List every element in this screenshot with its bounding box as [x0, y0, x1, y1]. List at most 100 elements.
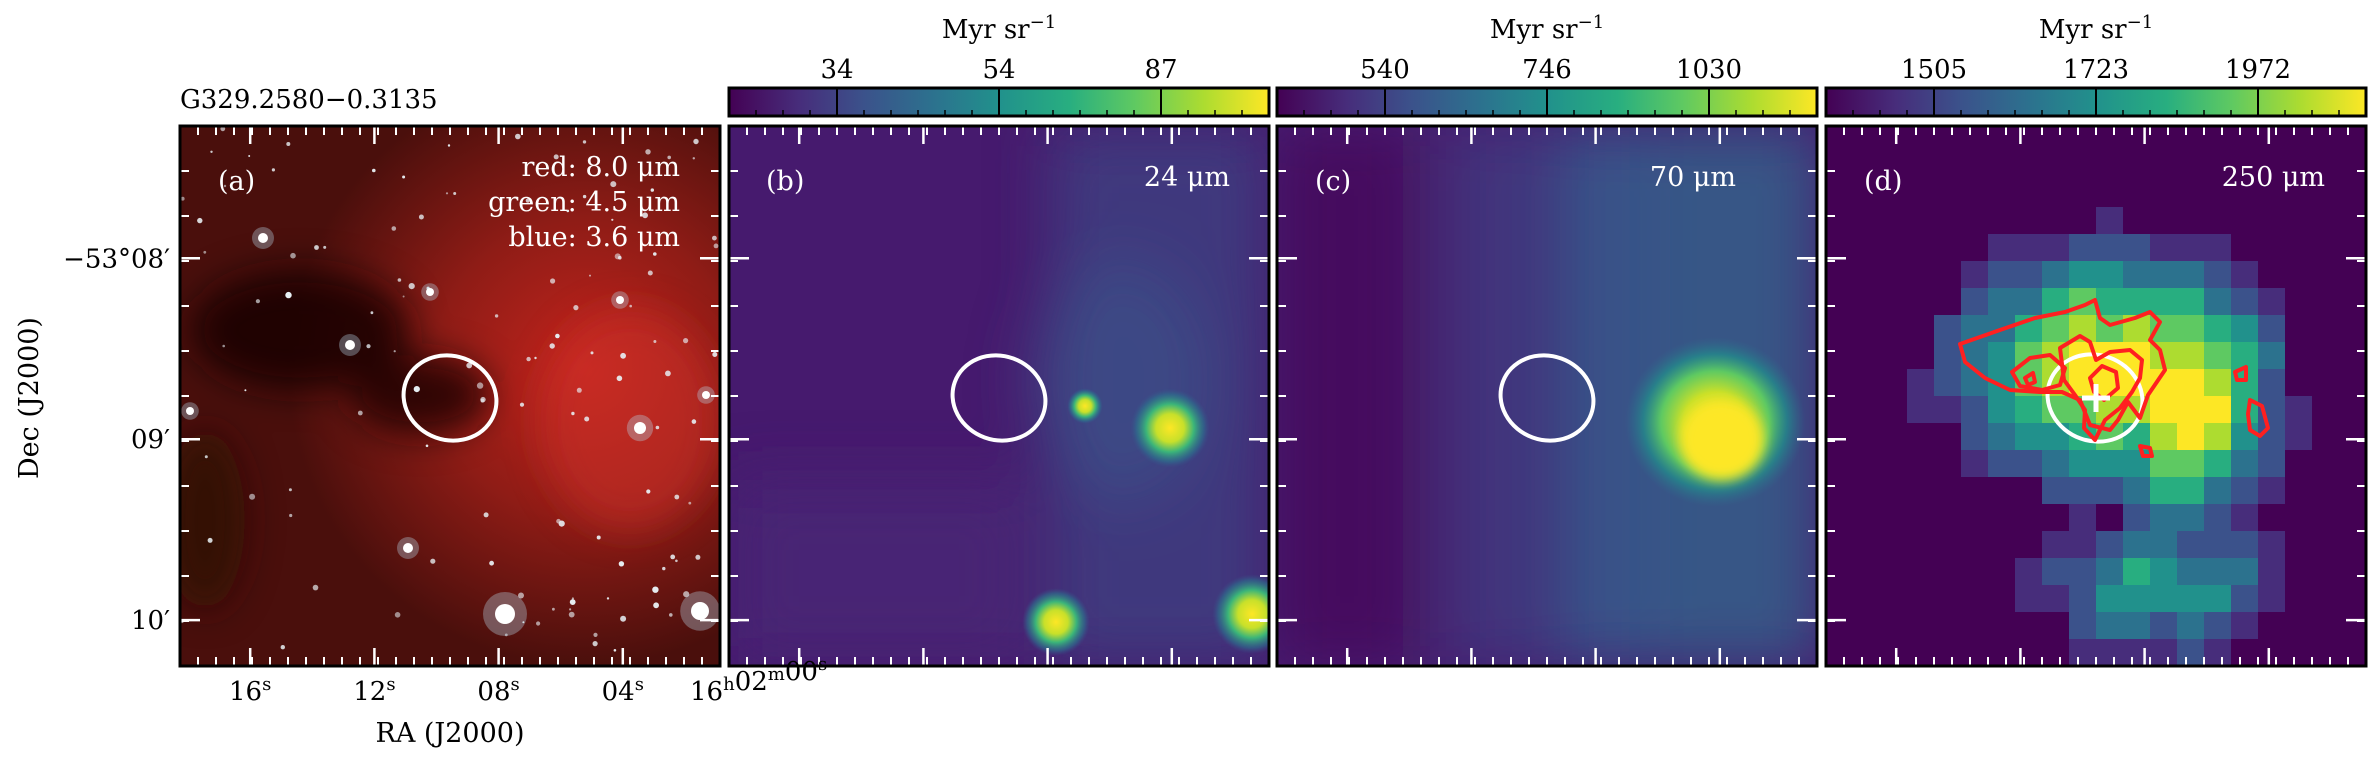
map-pixel [2015, 153, 2043, 181]
star [425, 444, 429, 448]
map-pixel [2123, 126, 2151, 154]
map-pixel [2339, 612, 2366, 640]
map-pixel [2204, 342, 2232, 370]
panel-a-legend-green: green: 4.5 μm [488, 187, 680, 218]
map-pixel [2096, 450, 2124, 478]
star [515, 133, 521, 140]
map-pixel [2339, 504, 2366, 532]
map-pixel [1907, 234, 1935, 262]
star [667, 155, 671, 160]
map-pixel [2177, 585, 2205, 613]
star [683, 338, 689, 344]
map-pixel [1826, 639, 1854, 666]
map-pixel [1826, 558, 1854, 586]
map-pixel [1988, 585, 2016, 613]
map-pixel [2339, 153, 2366, 181]
star [582, 194, 587, 199]
map-pixel [2096, 234, 2124, 262]
map-pixel [2312, 180, 2340, 208]
map-pixel [2096, 180, 2124, 208]
star [289, 513, 293, 518]
map-pixel [1961, 234, 1989, 262]
star [569, 599, 576, 605]
map-pixel [2096, 558, 2124, 586]
map-pixel [2015, 558, 2043, 586]
map-pixel [2150, 612, 2178, 640]
bright-star [495, 604, 515, 624]
map-pixel [1988, 639, 2016, 666]
map-pixel [2042, 585, 2070, 613]
map-pixel [2285, 531, 2313, 559]
star [556, 518, 561, 524]
map-pixel [1880, 531, 1908, 559]
map-pixel [1934, 612, 1962, 640]
map-pixel [1934, 126, 1962, 154]
star [712, 352, 718, 357]
map-pixel [1934, 180, 1962, 208]
map-pixel [2285, 396, 2313, 424]
star [366, 344, 371, 349]
map-pixel [2177, 531, 2205, 559]
panel-d-band: 250 μm [2222, 162, 2325, 193]
map-pixel [2339, 369, 2366, 397]
x-tick-label: 16s [229, 674, 271, 707]
map-pixel [2177, 288, 2205, 316]
star [606, 597, 610, 600]
map-pixel [1880, 234, 1908, 262]
map-pixel [1907, 207, 1935, 235]
colorbar-unit: Myr sr−1 [1490, 12, 1604, 45]
map-pixel [2258, 234, 2286, 262]
map-pixel [2096, 477, 2124, 505]
map-pixel [2150, 477, 2178, 505]
map-pixel [1907, 288, 1935, 316]
star [571, 597, 575, 600]
star [653, 340, 657, 343]
map-pixel [1934, 153, 1962, 181]
map-pixel [2015, 423, 2043, 451]
star [618, 561, 625, 567]
y-axis-title: Dec (J2000) [14, 317, 45, 479]
map-pixel [1907, 315, 1935, 343]
panel-frame [1824, 124, 2368, 668]
star [675, 559, 678, 563]
map-pixel [1853, 288, 1881, 316]
map-pixel [2042, 639, 2070, 666]
map-pixel [2258, 504, 2286, 532]
x-axis-title: RA (J2000) [375, 718, 524, 749]
map-pixel [2231, 207, 2259, 235]
map-pixel [2177, 234, 2205, 262]
map-pixel [2312, 207, 2340, 235]
map-pixel [2285, 207, 2313, 235]
map-pixel [1880, 585, 1908, 613]
map-pixel [1907, 558, 1935, 586]
map-pixel [2285, 288, 2313, 316]
star [573, 305, 579, 311]
map-pixel [1853, 369, 1881, 397]
map-pixel [1934, 504, 1962, 532]
map-pixel [2015, 477, 2043, 505]
star [280, 645, 285, 650]
map-pixel [1880, 639, 1908, 666]
map-pixel [1934, 423, 1962, 451]
panel-frame [727, 124, 1271, 668]
map-pixel [1853, 477, 1881, 505]
star [483, 512, 489, 518]
map-pixel [1988, 423, 2016, 451]
map-pixel [2285, 261, 2313, 289]
map-pixel [2258, 531, 2286, 559]
y-tick-label: 09′ [131, 425, 170, 455]
bright-star [258, 233, 268, 243]
star [204, 455, 208, 459]
map-pixel [1826, 180, 1854, 208]
map-pixel [2123, 558, 2151, 586]
map-pixel [1826, 315, 1854, 343]
map-pixel [2204, 180, 2232, 208]
map-pixel [2204, 234, 2232, 262]
map-pixel [1853, 504, 1881, 532]
map-pixel [2150, 450, 2178, 478]
star [312, 584, 319, 591]
star [180, 196, 185, 201]
bright-star [702, 391, 710, 399]
map-pixel [2069, 504, 2097, 532]
pixel-grid [1826, 126, 2366, 666]
